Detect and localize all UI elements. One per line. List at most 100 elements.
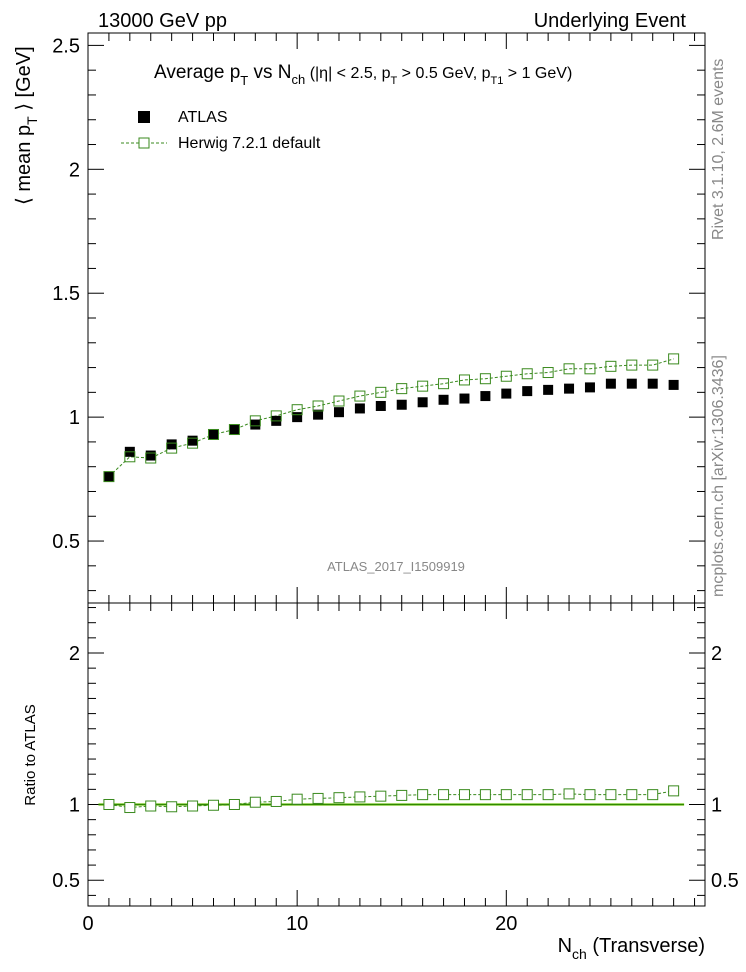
category-label: Underlying Event bbox=[534, 10, 687, 32]
herwig-data-point bbox=[207, 428, 219, 440]
x-tick-label: 20 bbox=[495, 913, 517, 935]
herwig-data-point bbox=[438, 378, 450, 390]
ratio-series-line bbox=[108, 790, 674, 809]
herwig-data-point bbox=[270, 410, 282, 422]
main-y-tick-label: 0.5 bbox=[52, 531, 80, 553]
herwig-series-line bbox=[108, 358, 674, 477]
herwig-data-point bbox=[668, 353, 680, 365]
ratio-data-point bbox=[438, 789, 450, 801]
ratio-data-point bbox=[103, 798, 115, 810]
atlas-data-point bbox=[333, 407, 344, 418]
atlas-data-point bbox=[166, 439, 177, 450]
herwig-data-point bbox=[103, 471, 115, 483]
herwig-data-point bbox=[228, 424, 240, 436]
herwig-data-point bbox=[375, 386, 387, 398]
atlas-data-point bbox=[438, 394, 449, 405]
main-title: Average pT vs Nch (|η| < 2.5, pT > 0.5 G… bbox=[154, 62, 572, 88]
herwig-data-point bbox=[500, 370, 512, 382]
ratio-data-point bbox=[458, 789, 470, 801]
ratio-series-group bbox=[103, 785, 680, 814]
atlas-data-point bbox=[396, 399, 407, 410]
herwig-data-point bbox=[626, 359, 638, 371]
herwig-data-point bbox=[333, 395, 345, 407]
atlas-data-point bbox=[564, 383, 575, 394]
herwig-data-point bbox=[312, 400, 324, 412]
x-tick-label: 10 bbox=[286, 913, 308, 935]
atlas-data-point bbox=[668, 379, 679, 390]
ratio-y-tick-label: 2 bbox=[69, 643, 80, 665]
herwig-data-point bbox=[563, 363, 575, 375]
herwig-data-point bbox=[542, 367, 554, 379]
energy-label: 13000 GeV pp bbox=[98, 10, 227, 32]
atlas-data-point bbox=[605, 378, 616, 389]
herwig-data-point bbox=[396, 383, 408, 395]
atlas-data-point bbox=[208, 429, 219, 440]
atlas-data-point bbox=[103, 471, 114, 482]
x-axis-label: Nch (Transverse) bbox=[558, 935, 705, 962]
ratio-data-point bbox=[626, 789, 638, 801]
ratio-y-tick-label: 0.5 bbox=[52, 870, 80, 892]
atlas-data-point bbox=[584, 382, 595, 393]
ratio-axis-ticks: 0.5 0.51 12 20 10 20 bbox=[52, 603, 739, 935]
ratio-data-point bbox=[354, 791, 366, 803]
herwig-data-point bbox=[291, 404, 303, 416]
ratio-data-point bbox=[647, 789, 659, 801]
atlas-data-point bbox=[501, 388, 512, 399]
atlas-data-point bbox=[543, 384, 554, 395]
atlas-data-point bbox=[459, 393, 470, 404]
ratio-data-point bbox=[312, 792, 324, 804]
atlas-data-point bbox=[187, 435, 198, 446]
herwig-data-point bbox=[166, 442, 178, 454]
herwig-data-point bbox=[354, 390, 366, 402]
atlas-data-point bbox=[626, 378, 637, 389]
ratio-data-point bbox=[228, 798, 240, 810]
ratio-data-point bbox=[375, 790, 387, 802]
main-series-group bbox=[103, 353, 680, 483]
atlas-data-point bbox=[354, 403, 365, 414]
legend: ATLAS Herwig 7.2.1 default bbox=[121, 109, 321, 152]
rivet-version-label: Rivet 3.1.10, 2.6M events bbox=[710, 59, 727, 240]
main-y-axis-label: ⟨ mean pT ⟩ [GeV] bbox=[13, 46, 40, 205]
ratio-data-point bbox=[500, 789, 512, 801]
legend-herwig-marker bbox=[138, 137, 150, 149]
ratio-panel-frame bbox=[87, 602, 706, 907]
ratio-y-tick-label-right: 2 bbox=[711, 643, 722, 665]
ratio-data-point bbox=[396, 789, 408, 801]
ratio-data-point bbox=[417, 789, 429, 801]
atlas-data-point bbox=[647, 378, 658, 389]
herwig-data-point bbox=[479, 373, 491, 385]
main-y-tick-label: 1 bbox=[69, 407, 80, 429]
atlas-data-point bbox=[292, 412, 303, 423]
legend-atlas-label: ATLAS bbox=[178, 109, 228, 126]
ratio-y-tick-label-right: 0.5 bbox=[711, 870, 739, 892]
analysis-watermark: ATLAS_2017_I1509919 bbox=[327, 559, 465, 574]
ratio-y-tick-label-right: 1 bbox=[711, 794, 722, 816]
ratio-data-point bbox=[542, 789, 554, 801]
legend-herwig-label: Herwig 7.2.1 default bbox=[178, 135, 321, 152]
atlas-data-point bbox=[250, 419, 261, 430]
atlas-data-point bbox=[375, 400, 386, 411]
main-y-tick-label: 1.5 bbox=[52, 283, 80, 305]
herwig-data-point bbox=[249, 415, 261, 427]
atlas-data-point bbox=[229, 424, 240, 435]
atlas-data-point bbox=[313, 409, 324, 420]
herwig-data-point bbox=[458, 374, 470, 386]
ratio-data-point bbox=[187, 800, 199, 812]
herwig-data-point bbox=[521, 368, 533, 380]
main-y-tick-label: 2 bbox=[69, 159, 80, 181]
main-axis-ticks: 0.5 1 1.5 2 2.5 bbox=[52, 33, 705, 603]
ratio-data-point bbox=[668, 785, 680, 797]
ratio-data-point bbox=[479, 789, 491, 801]
ratio-data-point bbox=[270, 795, 282, 807]
x-tick-label: 0 bbox=[82, 913, 93, 935]
ratio-data-point bbox=[249, 796, 261, 808]
herwig-data-point bbox=[647, 359, 659, 371]
herwig-data-point bbox=[584, 363, 596, 375]
ratio-data-point bbox=[166, 801, 178, 813]
ratio-data-point bbox=[145, 800, 157, 812]
herwig-data-point bbox=[417, 380, 429, 392]
ratio-data-point bbox=[521, 789, 533, 801]
ratio-data-point bbox=[207, 799, 219, 811]
herwig-data-point bbox=[145, 452, 157, 464]
